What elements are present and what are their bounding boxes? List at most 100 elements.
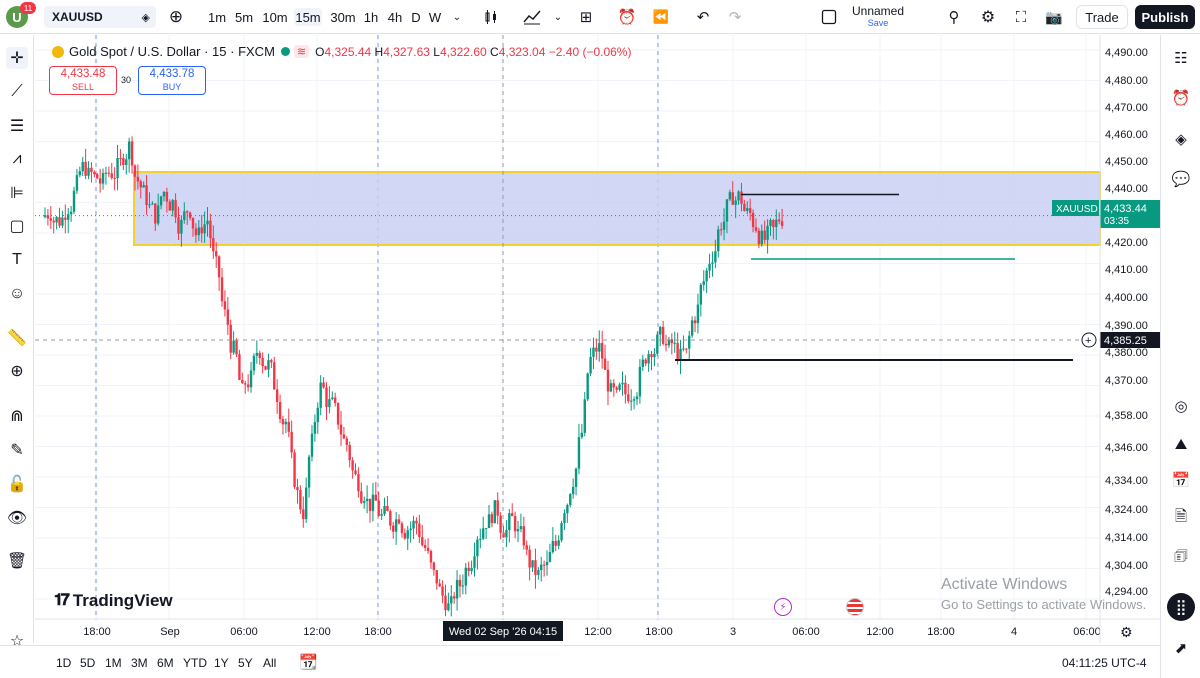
candle-body — [516, 529, 520, 532]
ideas-icon[interactable]: ◎ — [1174, 398, 1188, 415]
watchlist-icon[interactable]: ☷ — [1174, 50, 1188, 67]
chats-icon[interactable]: 💬 — [1171, 171, 1191, 188]
undo-icon[interactable]: ↶ — [696, 9, 710, 26]
candle-body — [191, 217, 195, 229]
interval-W[interactable]: W — [428, 9, 442, 25]
replay-icon[interactable]: ⏪ — [652, 9, 670, 24]
interval-dropdown-icon[interactable]: ⌄ — [452, 11, 462, 23]
zoom-in-icon[interactable]: ⊕ — [10, 363, 24, 380]
alert-icon[interactable]: ⏰ — [617, 9, 637, 26]
alerts-clock-icon[interactable]: ⏰ — [1171, 90, 1191, 107]
replay-flash-icon[interactable]: ⚡ — [774, 598, 792, 616]
layout-name[interactable]: Unnamed Save — [848, 5, 908, 29]
range-ytd[interactable]: YTD — [183, 656, 207, 670]
ohlc-high: 4,327.63 — [383, 44, 430, 59]
sell-button[interactable]: 4,433.48 SELL — [49, 66, 117, 95]
symbol-menu-icon[interactable]: ◈ — [141, 11, 150, 24]
add-symbol-icon[interactable]: ⊕ — [168, 7, 184, 26]
economic-events-icon[interactable] — [846, 598, 864, 616]
object-tree-icon[interactable]: ◈ — [1175, 131, 1187, 148]
clock-display[interactable]: 04:11:25 UTC-4 — [1062, 656, 1147, 670]
forecast-icon[interactable]: ⊫ — [10, 185, 24, 202]
layouts-icon[interactable]: ⊞ — [579, 9, 593, 26]
range-5d[interactable]: 5D — [80, 656, 96, 670]
shapes-icon[interactable]: ▢ — [9, 218, 25, 235]
calendar-icon[interactable]: 📅 — [1171, 472, 1191, 489]
settings-icon[interactable]: ⚙ — [980, 9, 996, 26]
candle-body — [313, 422, 317, 434]
snapshot-icon[interactable]: 📷 — [1045, 8, 1063, 25]
candle-body — [374, 494, 378, 501]
range-1y[interactable]: 1Y — [214, 656, 229, 670]
pattern-icon[interactable]: ⩘ — [12, 150, 22, 167]
candle-body — [215, 251, 218, 257]
indicators-dropdown-icon[interactable]: ⌄ — [553, 11, 563, 23]
range-all[interactable]: All — [263, 656, 277, 670]
price-tick-label: 4,314.00 — [1105, 532, 1148, 544]
interval-4h[interactable]: 4h — [387, 9, 403, 25]
help-grid-icon[interactable]: ⣿ — [1167, 593, 1195, 621]
shortcuts-icon[interactable]: ⬈ — [1174, 640, 1188, 657]
date-range-icon[interactable]: 📆 — [299, 654, 318, 671]
buy-button[interactable]: 4,433.78 BUY — [138, 66, 206, 95]
visibility-icon[interactable]: 👁 — [6, 510, 28, 527]
interval-1m[interactable]: 1m — [207, 9, 227, 25]
text-icon[interactable]: T — [12, 251, 22, 268]
candle-body — [571, 486, 575, 495]
interval-1h[interactable]: 1h — [363, 9, 379, 25]
lock-icon[interactable]: 🔓 — [7, 476, 27, 493]
range-5y[interactable]: 5Y — [238, 656, 253, 670]
interval-15m[interactable]: 15m — [294, 8, 322, 26]
magnet-icon[interactable]: ⋒ — [10, 408, 24, 425]
axis-settings-icon[interactable]: ⚙ — [1120, 624, 1133, 640]
candle-body — [452, 596, 456, 599]
interval-5m[interactable]: 5m — [234, 9, 254, 25]
symbol-label: XAUUSD — [52, 10, 103, 24]
fullscreen-icon[interactable]: ⛶ — [1015, 8, 1027, 26]
candle-body — [244, 383, 247, 385]
notifications-icon[interactable]: 🗎 — [1174, 507, 1188, 525]
trend-line-icon[interactable]: ⟋ — [11, 83, 23, 100]
publish-button[interactable]: Publish — [1135, 5, 1195, 29]
pine-icon[interactable]: ⛰ — [1174, 435, 1188, 453]
redo-icon[interactable]: ↷ — [728, 9, 742, 26]
candle-body — [104, 172, 108, 174]
fib-icon[interactable]: ☰ — [9, 118, 25, 135]
ohlc-close: 4,323.04 — [498, 44, 546, 59]
interval-D[interactable]: D — [411, 9, 421, 25]
candle-body — [154, 203, 157, 224]
trash-icon[interactable]: 🗑 — [6, 553, 28, 570]
countdown-label: 03:35 — [1104, 216, 1129, 227]
candle-body — [461, 585, 465, 587]
emoji-icon[interactable]: ☺ — [8, 285, 26, 302]
candle-body — [754, 227, 758, 231]
buy-label: BUY — [162, 81, 182, 92]
ruler-icon[interactable]: 📏 — [7, 330, 27, 347]
candle-body — [72, 190, 76, 212]
candle-body — [757, 230, 761, 245]
candle-body — [693, 320, 697, 324]
tradingview-brand: TradingView — [72, 591, 173, 610]
crosshair-icon[interactable]: ✛ — [6, 47, 28, 69]
candle-body — [139, 181, 142, 188]
range-1d[interactable]: 1D — [56, 656, 72, 670]
chart-pane[interactable]: 4,490.00 4,480.00 4,470.00 4,460.00 4,450.00… — [35, 35, 1160, 643]
interval-30m[interactable]: 30m — [330, 9, 356, 25]
trade-button[interactable]: Trade — [1076, 5, 1128, 29]
candle-body — [481, 528, 485, 539]
indicators-icon[interactable] — [522, 8, 542, 26]
quick-search-icon[interactable]: ⚲ — [948, 9, 960, 26]
candle-type-icon[interactable] — [482, 8, 500, 26]
news-icon[interactable]: 🗊 — [1174, 547, 1188, 565]
interval-10m[interactable]: 10m — [262, 9, 288, 25]
tradingview-logo[interactable]: 𝟏𝟕 TradingView — [54, 591, 173, 611]
symbol-search[interactable]: XAUUSD ◈ — [44, 6, 156, 28]
chart-canvas[interactable]: 4,490.00 4,480.00 4,470.00 4,460.00 4,450.00… — [35, 35, 1160, 643]
layout-checkbox[interactable] — [820, 8, 838, 26]
range-6m[interactable]: 6M — [157, 656, 174, 670]
range-1m[interactable]: 1M — [105, 656, 122, 670]
candle-body — [229, 324, 232, 353]
candle-body — [270, 360, 273, 363]
pencil-lock-icon[interactable]: ✎ — [10, 442, 24, 459]
range-3m[interactable]: 3M — [131, 656, 148, 670]
